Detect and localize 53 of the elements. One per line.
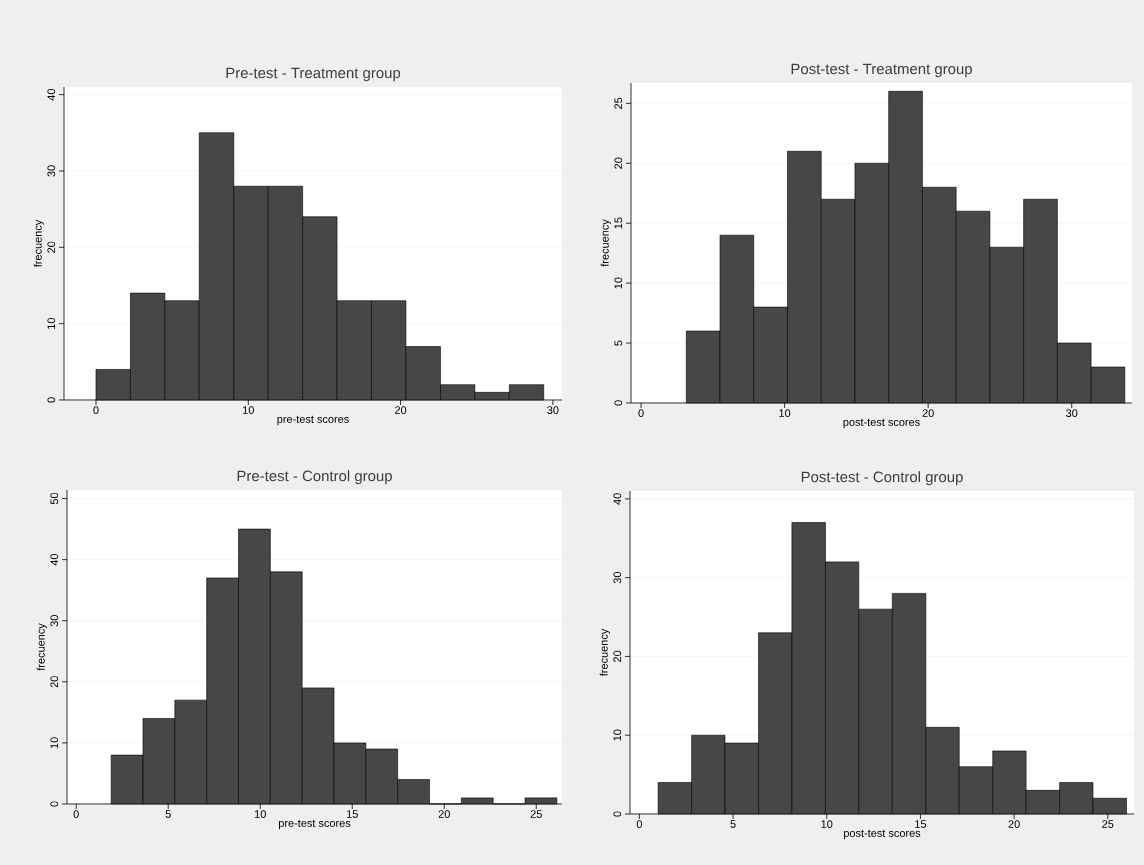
x-tick-label: 10 bbox=[243, 406, 254, 414]
x-axis-title: post-test scores bbox=[843, 418, 920, 429]
y-tick-label: 30 bbox=[50, 615, 59, 627]
y-axis-title: frecuency bbox=[600, 219, 611, 267]
y-tick-label: 15 bbox=[614, 217, 623, 229]
y-tick-label: 50 bbox=[50, 492, 59, 505]
chart-title: Pre-test - Treatment group bbox=[226, 67, 401, 82]
x-axis-title: pre-test scores bbox=[277, 415, 349, 426]
x-tick-label: 5 bbox=[730, 820, 736, 828]
y-tick-label: 20 bbox=[614, 157, 623, 169]
y-tick-label: 40 bbox=[613, 493, 622, 505]
x-tick-label: 20 bbox=[438, 810, 450, 818]
x-tick-label: 10 bbox=[779, 409, 791, 417]
y-tick-label: 10 bbox=[614, 277, 623, 289]
y-tick-label: 10 bbox=[50, 737, 59, 749]
x-tick-label: 30 bbox=[1066, 409, 1078, 417]
y-axis-title: frecuency bbox=[599, 628, 610, 677]
x-tick-label: 25 bbox=[1102, 820, 1114, 828]
y-tick-label: 20 bbox=[613, 650, 622, 662]
y-axis-title: frecuency bbox=[33, 219, 44, 268]
x-tick-label: 20 bbox=[1008, 820, 1020, 828]
y-tick-label: 10 bbox=[47, 317, 56, 329]
y-tick-label: 0 bbox=[47, 397, 56, 403]
y-tick-label: 20 bbox=[50, 676, 59, 688]
y-tick-label: 5 bbox=[614, 340, 623, 346]
y-tick-label: 20 bbox=[47, 241, 56, 253]
x-tick-label: 0 bbox=[636, 820, 642, 828]
y-tick-label: 40 bbox=[47, 88, 56, 101]
x-axis-title: pre-test scores bbox=[278, 819, 351, 830]
x-tick-label: 30 bbox=[547, 406, 559, 414]
x-tick-label: 10 bbox=[821, 820, 833, 828]
chart-title: Post-test - Treatment group bbox=[791, 63, 972, 78]
y-tick-label: 40 bbox=[50, 553, 59, 566]
y-tick-label: 0 bbox=[614, 400, 623, 406]
x-tick-label: 15 bbox=[915, 820, 927, 828]
x-tick-label: 5 bbox=[165, 810, 171, 818]
y-axis-title: frecuency bbox=[36, 623, 47, 671]
x-tick-label: 0 bbox=[93, 406, 99, 414]
x-axis-title: post-test scores bbox=[844, 829, 921, 840]
chart-title: Post-test - Control group bbox=[801, 471, 963, 486]
x-tick-label: 20 bbox=[922, 409, 934, 417]
y-tick-label: 0 bbox=[50, 801, 59, 807]
y-tick-label: 25 bbox=[614, 97, 623, 109]
x-tick-label: 0 bbox=[638, 409, 644, 417]
y-tick-label: 30 bbox=[613, 571, 622, 584]
x-tick-label: 0 bbox=[73, 810, 79, 818]
x-tick-label: 25 bbox=[530, 810, 542, 818]
x-tick-label: 10 bbox=[254, 810, 266, 818]
y-tick-label: 10 bbox=[613, 729, 622, 741]
y-tick-label: 30 bbox=[47, 165, 56, 177]
x-tick-label: 15 bbox=[346, 810, 358, 818]
x-tick-label: 20 bbox=[395, 406, 407, 414]
chart-title: Pre-test - Control group bbox=[237, 470, 392, 485]
